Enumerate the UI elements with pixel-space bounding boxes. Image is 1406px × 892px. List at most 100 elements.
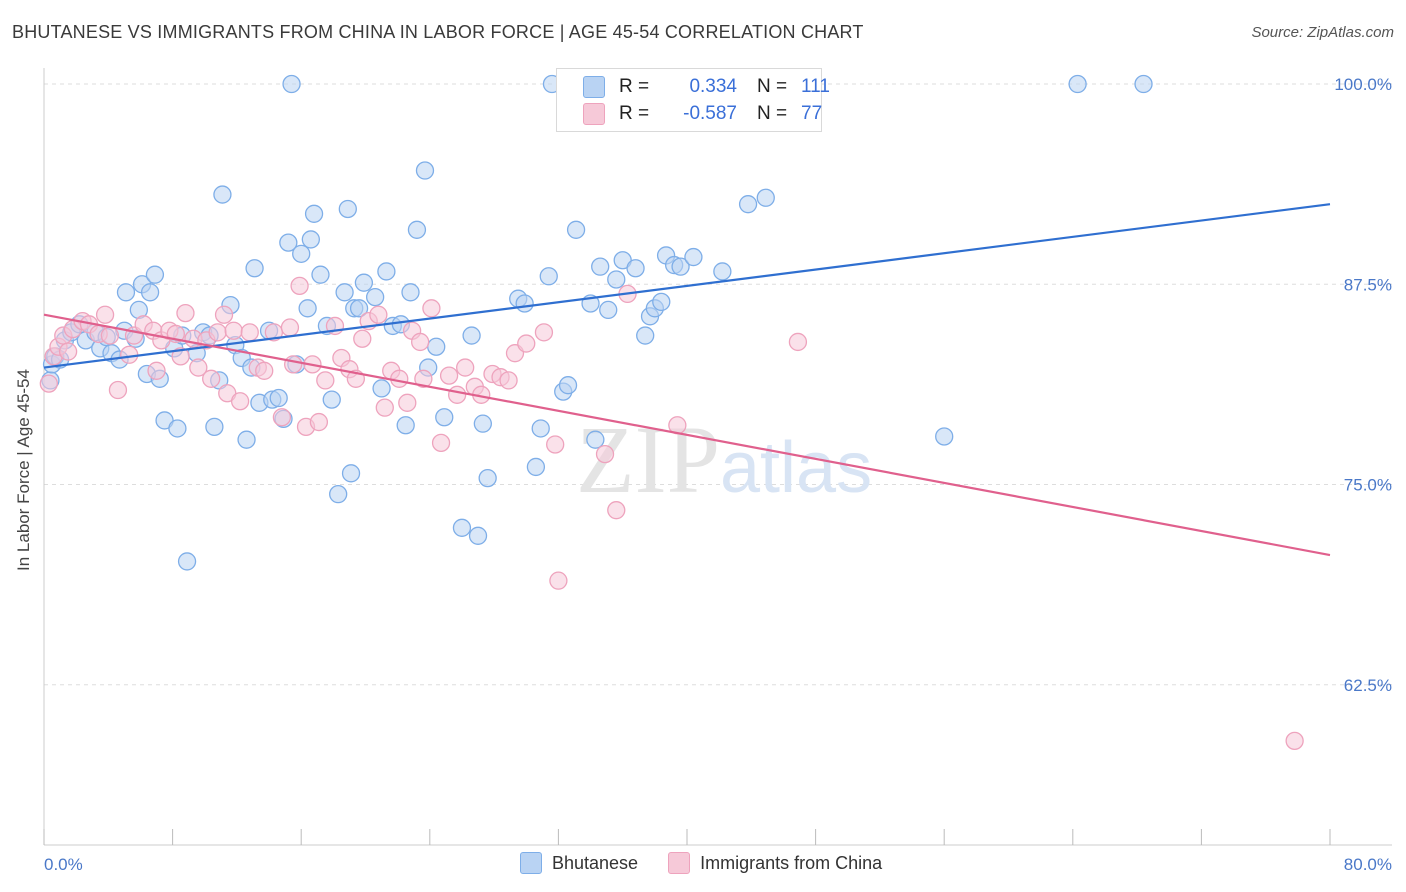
data-point [636,326,655,345]
data-point [517,334,536,353]
legend-n-label: N = [757,76,788,97]
data-point [591,257,610,276]
data-point [447,385,467,404]
data-point [599,300,618,320]
bottom-legend-label-china: Immigrants from China [700,852,883,873]
y-tick-label: 62.5% [1344,676,1392,695]
data-point [549,571,568,590]
data-point [407,220,427,239]
legend-r-value: -0.587 [683,103,737,124]
y-tick-label: 75.0% [1344,476,1392,495]
data-point [414,369,433,388]
data-point [375,398,394,417]
data-point [309,412,329,432]
y-tick-label: 87.5% [1344,275,1392,294]
data-point [531,419,550,438]
series-china-points [39,276,1304,751]
legend-n-label: N = [757,103,788,124]
y-tick-label: 100.0% [1334,75,1392,94]
data-point [499,371,518,390]
legend-swatch-china [583,103,605,125]
data-point [462,326,481,345]
data-point [168,419,187,438]
data-point [292,244,311,263]
data-point [607,270,626,289]
legend-row-china: R = -0.587 N = 77 [557,100,822,128]
trend-lines [43,203,1331,557]
data-point [120,345,139,364]
data-point [338,199,357,219]
data-point [311,265,330,284]
data-point [304,204,324,223]
data-point [95,305,115,324]
data-point [301,230,320,249]
data-point [230,392,250,411]
trend-line [43,313,1331,557]
data-point [353,329,372,348]
data-point [539,267,558,286]
data-point [566,220,586,239]
data-point [237,430,256,449]
data-point [546,435,565,454]
data-point [354,273,374,292]
axes [43,68,1392,846]
gridlines [44,83,1392,686]
data-point [108,380,128,400]
data-point [298,299,317,318]
data-point [390,369,409,388]
data-point [116,283,136,302]
bottom-legend-swatch-bhutanese [520,852,542,874]
data-point [401,283,420,302]
data-point [100,326,120,345]
data-point [290,276,309,296]
data-point [145,265,165,284]
data-point [439,366,459,385]
data-point [322,390,341,409]
data-point [1285,731,1304,751]
data-point [171,347,190,366]
data-point [626,259,645,278]
data-point [255,361,274,380]
data-point [316,371,335,390]
data-point [349,299,369,318]
data-point [396,416,415,435]
data-point [372,379,391,398]
bottom-legend-label-bhutanese: Bhutanese [552,852,639,873]
data-point [282,74,301,94]
data-point [422,299,441,318]
data-point [398,393,417,412]
data-point [935,427,954,446]
data-point [329,484,348,504]
data-point [177,552,197,571]
data-point [377,262,396,281]
data-point [245,259,264,278]
data-point [365,287,385,307]
data-point [208,323,227,342]
data-point [684,247,703,267]
data-point [427,337,446,356]
data-point [473,414,492,433]
data-point [478,468,497,488]
data-point [468,526,488,545]
data-point [279,233,298,252]
legend-r-label: R = [619,76,650,97]
data-point [607,501,626,520]
data-point [284,355,303,374]
series-legend: Bhutanese Immigrants from China [520,852,882,874]
data-point [39,374,58,393]
data-point [595,444,615,464]
data-point [738,195,758,214]
correlation-legend: R = 0.334 N = 111 R = -0.587 N = 77 [556,68,830,132]
data-point [224,321,243,340]
data-point [147,361,166,380]
data-point [269,388,288,408]
data-point [272,408,292,427]
data-point [558,376,578,395]
data-point [534,323,554,342]
data-point [526,457,546,477]
x-tick-label-max: 80.0% [1344,855,1392,874]
data-point [280,318,300,337]
data-point [788,332,808,352]
data-point [452,518,472,537]
